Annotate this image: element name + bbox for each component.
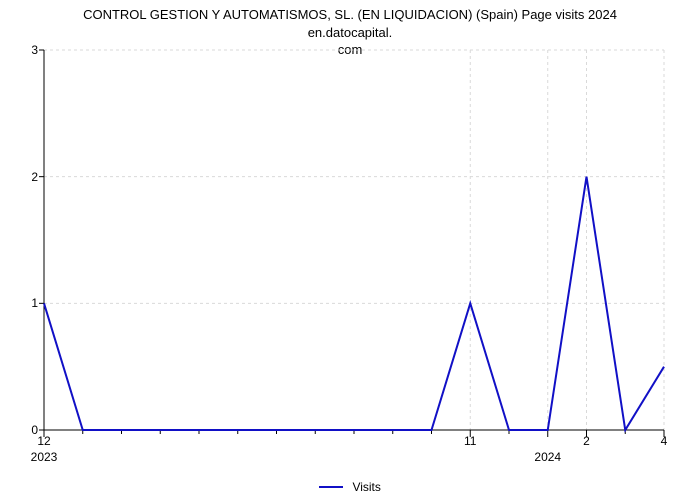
chart-title-line1: CONTROL GESTION Y AUTOMATISMOS, SL. (EN … [83,7,617,40]
x-tick-label: 2 [583,434,590,448]
legend-swatch [319,486,343,488]
legend-label: Visits [352,480,380,494]
x-sub-label: 2023 [31,450,58,464]
x-tick-label: 11 [464,434,476,448]
chart-container: CONTROL GESTION Y AUTOMATISMOS, SL. (EN … [0,0,700,500]
x-sub-label: 2024 [534,450,561,464]
y-tick-label: 2 [31,170,38,184]
plot-area: 012312112420232024 [44,50,664,430]
x-tick-label: 4 [661,434,668,448]
y-tick-label: 1 [31,296,38,310]
plot-svg [44,50,664,430]
x-tick-label: 12 [37,434,50,448]
legend: Visits [0,479,700,494]
y-tick-label: 3 [31,43,38,57]
